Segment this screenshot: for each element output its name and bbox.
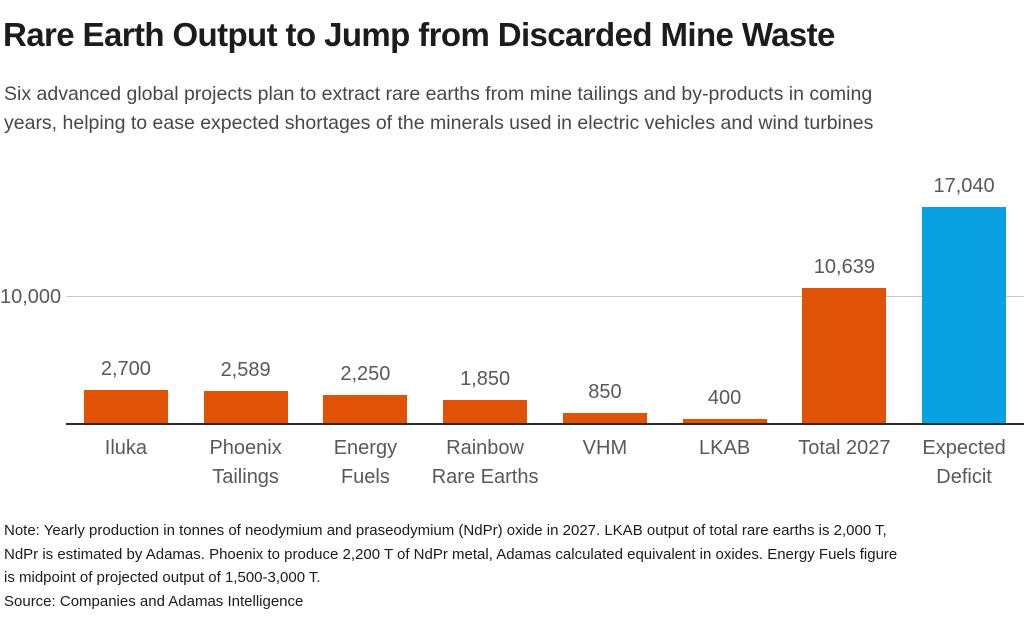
category-label: VHM: [538, 434, 672, 463]
category-label-line: Fuels: [340, 466, 390, 488]
bar-value-label: 1,850: [460, 368, 511, 390]
bar-value-label: 2,589: [220, 359, 271, 381]
category-label-line: VHM: [582, 437, 628, 459]
bar-value-label: 17,040: [933, 175, 995, 197]
bar-value-label: 10,639: [813, 256, 875, 278]
plot-area: 2,700 Iluka 2,589 Phoenix Tailings 2,250 Energ…: [66, 150, 1024, 488]
source-line: Source: Companies and Adamas Intelligenc…: [4, 592, 304, 610]
y-axis-tick-label: 10,000: [0, 286, 62, 308]
category-label-line: Tailings: [212, 466, 279, 488]
bar-value-label: 850: [588, 381, 622, 403]
gridline-10000: [66, 296, 1024, 297]
x-axis-line: [66, 423, 1024, 425]
category-label: Expected Deficit: [897, 434, 1024, 492]
category-label-line: Iluka: [104, 437, 148, 459]
bar-value-label: 400: [707, 387, 742, 409]
bar: [83, 390, 168, 424]
bar: [682, 419, 767, 424]
category-label: Total 2027: [777, 434, 911, 463]
bar: [203, 391, 288, 424]
category-label-line: LKAB: [699, 437, 751, 459]
bar: [323, 395, 408, 424]
category-label: Phoenix Tailings: [179, 434, 313, 492]
category-label-line: Total 2027: [798, 437, 891, 459]
bar-value-label: 2,250: [340, 363, 391, 385]
bar: [922, 207, 1007, 424]
subtitle-line-2: years, helping to ease expected shortage…: [4, 112, 874, 134]
category-label-line: Rainbow: [446, 437, 524, 459]
chart-footnote: Note: Yearly production in tonnes of neo…: [4, 519, 1022, 613]
bar: [802, 288, 887, 424]
category-label-line: Deficit: [936, 466, 992, 488]
note-line-3: is midpoint of projected output of 1,500…: [4, 569, 321, 586]
category-label: Rainbow Rare Earths: [418, 434, 552, 492]
note-line-2: NdPr is estimated by Adamas. Phoenix to …: [4, 545, 898, 563]
chart-subtitle: Six advanced global projects plan to ext…: [4, 80, 1020, 138]
bar-value-label: 2,700: [100, 358, 151, 380]
category-label-line: Rare Earths: [431, 466, 539, 488]
bar-chart: 10,000 2,700 Iluka 2,589 Phoenix Tailings 2,2…: [0, 150, 1024, 500]
category-label-line: Phoenix: [209, 437, 282, 459]
category-label: LKAB: [658, 434, 792, 463]
page-title: Rare Earth Output to Jump from Discarded…: [3, 16, 835, 53]
category-label-line: Energy: [333, 437, 398, 459]
category-label: Energy Fuels: [298, 434, 432, 492]
bar: [443, 400, 528, 424]
category-label-line: Expected: [922, 437, 1006, 459]
subtitle-line-1: Six advanced global projects plan to ext…: [4, 83, 873, 105]
bar: [562, 413, 647, 424]
category-label: Iluka: [59, 434, 193, 463]
note-line-1: Note: Yearly production in tonnes of neo…: [4, 522, 887, 539]
